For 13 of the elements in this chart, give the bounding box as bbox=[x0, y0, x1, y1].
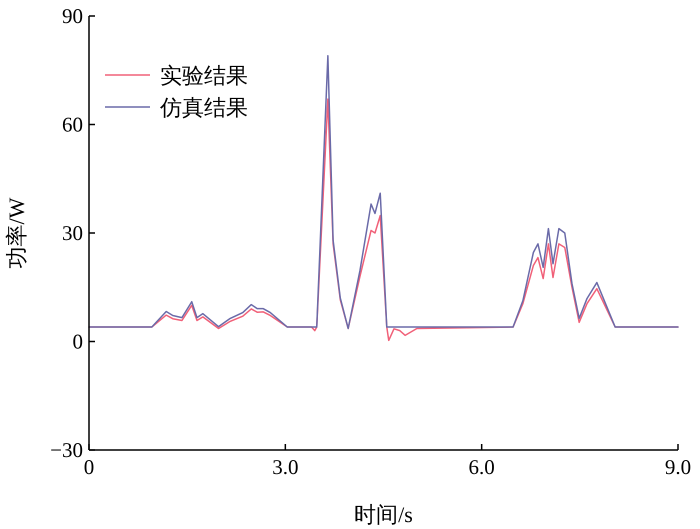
x-tick-label: 6.0 bbox=[468, 455, 495, 479]
x-axis-title: 时间/s bbox=[354, 502, 413, 527]
x-tick-label: 9.0 bbox=[664, 455, 692, 479]
y-tick-label: 0 bbox=[72, 330, 83, 354]
legend-label: 仿真结果 bbox=[159, 95, 248, 120]
line-series bbox=[88, 55, 679, 330]
x-tick-label: 3.0 bbox=[272, 455, 298, 479]
y-tick-label: 30 bbox=[62, 221, 83, 245]
y-tick-label: 90 bbox=[62, 4, 83, 28]
y-tick-label: −30 bbox=[50, 438, 83, 462]
legend-label: 实验结果 bbox=[160, 63, 248, 88]
y-tick-label: 60 bbox=[62, 112, 83, 136]
y-axis-title: 功率/W bbox=[4, 197, 29, 268]
